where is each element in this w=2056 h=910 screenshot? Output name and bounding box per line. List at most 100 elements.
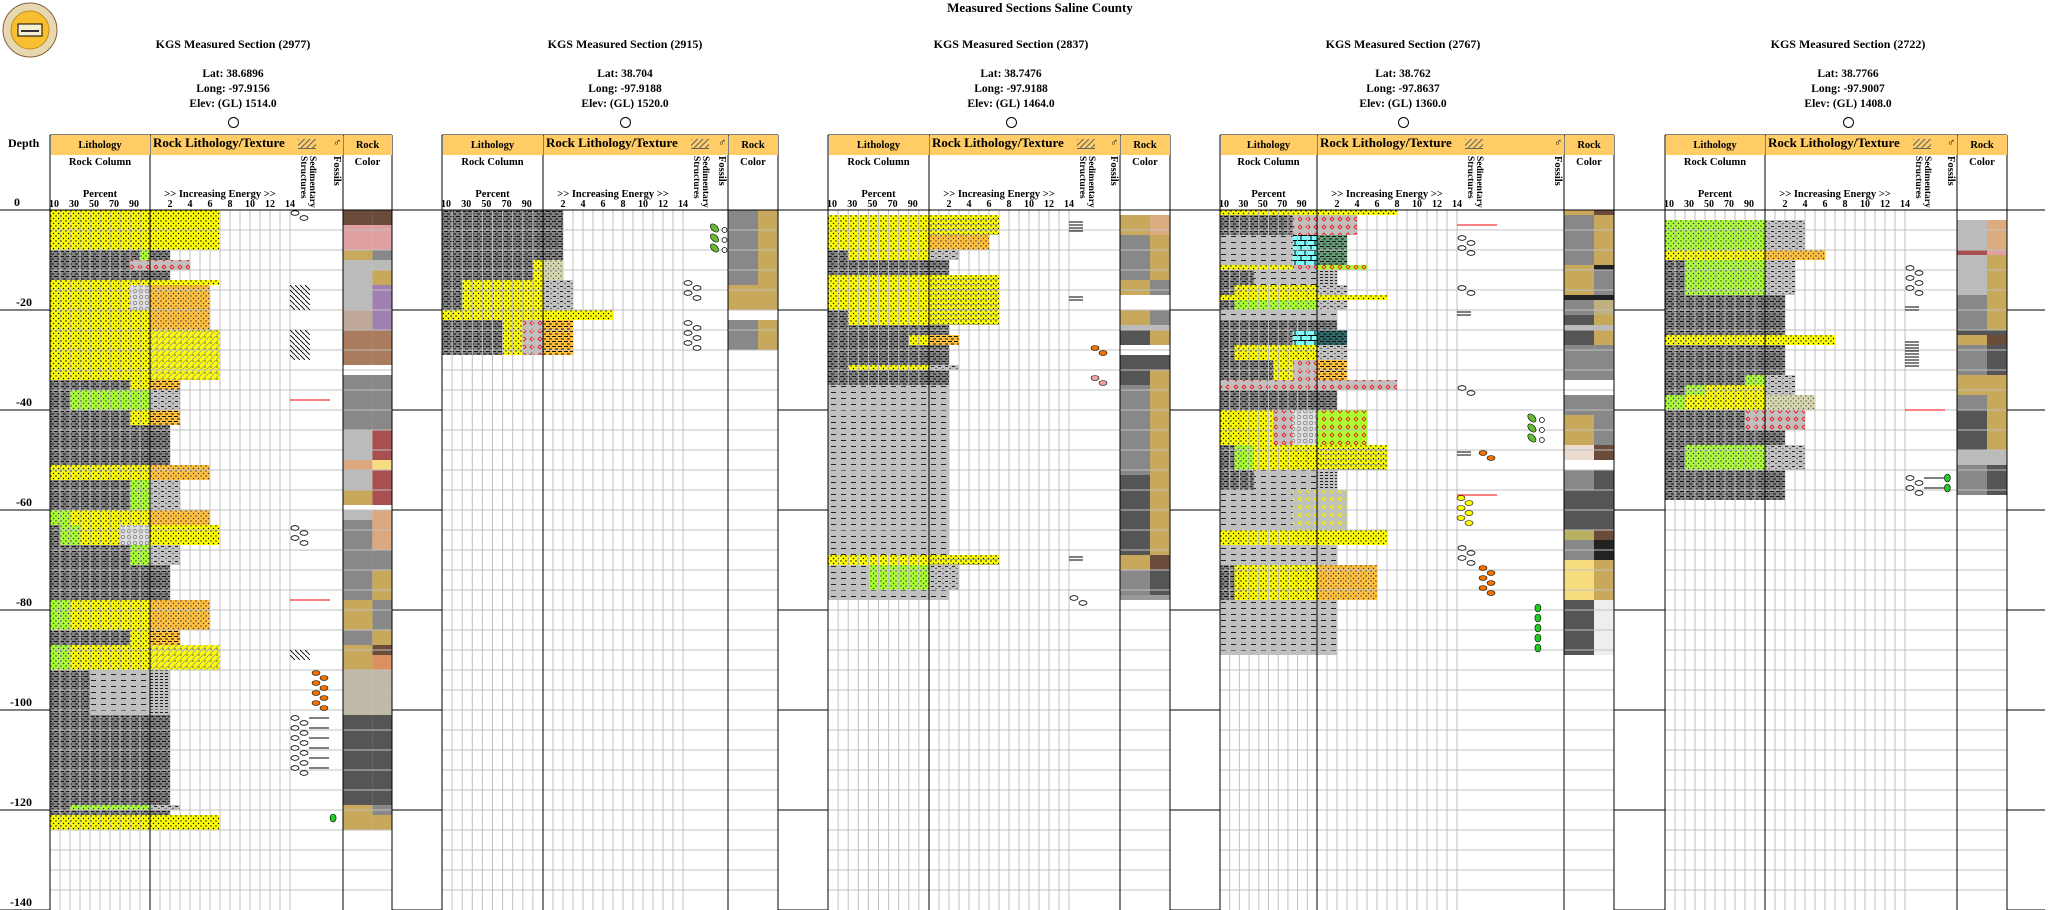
texture-bar-orange bbox=[929, 235, 989, 250]
lithology-bar-lime bbox=[1292, 330, 1317, 345]
sed-symbol-greenfossil-icon bbox=[329, 813, 337, 823]
texture-bar-silt bbox=[150, 390, 180, 410]
energy-tick-label: 4 bbox=[1802, 199, 1808, 210]
sed-symbol-lines-icon bbox=[1905, 341, 1919, 367]
rock-color-swatch bbox=[1150, 475, 1170, 555]
section-2 bbox=[827, 134, 1171, 910]
energy-label: >> Increasing Energy >> bbox=[1331, 189, 1443, 200]
sed-symbol-ovalline-icon bbox=[290, 715, 329, 726]
energy-tick-label: 2 bbox=[167, 199, 173, 210]
percent-tick-label: 50 bbox=[89, 199, 99, 210]
sed-symbol-greenfossil-icon bbox=[1534, 613, 1542, 623]
rock-color-swatch bbox=[1594, 345, 1614, 380]
rock-color-swatch bbox=[1564, 315, 1594, 325]
rock-color-swatch bbox=[1957, 375, 1987, 395]
rock-color-swatch bbox=[1987, 250, 2007, 255]
rock-color-swatch bbox=[372, 655, 392, 670]
lithology-bar-green bbox=[1234, 445, 1254, 470]
texture-header-label: Rock Lithology/Texture bbox=[546, 135, 678, 150]
energy-tick-label: 4 bbox=[966, 199, 972, 210]
texture-header bbox=[151, 135, 343, 155]
fossils-label: Fossils bbox=[716, 156, 727, 186]
sed-symbol-oval-icon bbox=[290, 525, 309, 536]
sed-symbol-oval-icon bbox=[683, 280, 702, 291]
lithology-header bbox=[829, 135, 929, 155]
rock-color-swatch bbox=[1120, 310, 1150, 325]
texture-bar-orangedash bbox=[929, 335, 959, 345]
fossil-icon: ♂ bbox=[333, 137, 342, 149]
color-label: Color bbox=[1132, 157, 1158, 168]
sedimentary-structures-label: Sedimentary Structures bbox=[298, 156, 317, 208]
rock-color-swatch bbox=[1594, 445, 1614, 460]
rock-color-swatch bbox=[343, 600, 373, 630]
energy-tick-label: 10 bbox=[1412, 199, 1422, 210]
section-latitude: Lat: 38.704 bbox=[597, 68, 653, 80]
sed-symbol-ovalline-icon bbox=[290, 725, 329, 736]
energy-tick-label: 12 bbox=[1044, 199, 1054, 210]
rock-column-label: Rock Column bbox=[847, 157, 910, 168]
texture-bar-cong bbox=[150, 260, 190, 270]
texture-header bbox=[930, 135, 1120, 155]
energy-label: >> Increasing Energy >> bbox=[164, 189, 276, 200]
texture-bar-yhatch bbox=[150, 330, 220, 380]
texture-bar-sand bbox=[1317, 210, 1397, 215]
section-longitude: Long: -97.8637 bbox=[1366, 83, 1440, 95]
sed-symbol-orange-icon bbox=[311, 690, 329, 701]
section-3 bbox=[1219, 134, 1615, 910]
sed-symbol-lines-icon bbox=[1457, 311, 1471, 316]
lithology-bar-cong bbox=[1292, 265, 1317, 270]
energy-tick-label: 10 bbox=[1860, 199, 1870, 210]
texture-header bbox=[1318, 135, 1564, 155]
sed-symbol-ovalline-icon bbox=[290, 765, 329, 776]
rock-color-swatch bbox=[1594, 395, 1614, 415]
rock-color-swatch bbox=[372, 715, 392, 805]
rock-color-swatch bbox=[1594, 560, 1614, 600]
energy-tick-label: 14 bbox=[1452, 199, 1462, 210]
rock-header bbox=[344, 135, 392, 155]
energy-tick-label: 14 bbox=[1064, 199, 1074, 210]
rock-color-swatch bbox=[1594, 600, 1614, 655]
rock-color-swatch bbox=[1594, 325, 1614, 330]
texture-bar-silt bbox=[929, 250, 959, 260]
sed-symbol-greenfossil-icon bbox=[1534, 623, 1542, 633]
lithology-bar-sand bbox=[1253, 445, 1317, 470]
rock-header bbox=[1565, 135, 1614, 155]
texture-bar-silt bbox=[929, 365, 959, 370]
ripple-marks-icon bbox=[1913, 139, 1931, 149]
texture-bar-cong bbox=[1317, 380, 1397, 390]
rock-color-swatch bbox=[1120, 215, 1150, 235]
sedimentary-structures-label: Sedimentary Structures bbox=[1465, 156, 1484, 208]
section-elevation: Elev: (GL) 1520.0 bbox=[581, 98, 669, 110]
rock-color-swatch bbox=[343, 330, 373, 365]
rock-color-swatch bbox=[372, 270, 392, 285]
rock-color-swatch bbox=[372, 600, 392, 630]
energy-tick-label: 10 bbox=[245, 199, 255, 210]
rock-color-swatch bbox=[1150, 330, 1170, 345]
rock-color-swatch bbox=[1120, 370, 1150, 385]
lithology-bar-green bbox=[1234, 300, 1317, 310]
texture-bar-silt bbox=[1765, 220, 1805, 250]
rock-color-swatch bbox=[1120, 570, 1150, 595]
section-0 bbox=[49, 134, 393, 910]
rock-color-swatch bbox=[372, 430, 392, 460]
section-title: KGS Measured Section (2767) bbox=[1325, 37, 1481, 51]
rock-color-swatch bbox=[372, 285, 392, 310]
percent-tick-label: 30 bbox=[461, 199, 472, 210]
section-latitude: Lat: 38.6896 bbox=[202, 68, 264, 80]
lithology-header-label: Lithology bbox=[1246, 140, 1291, 151]
rock-color-swatch bbox=[1564, 345, 1594, 380]
sed-symbol-oval-icon bbox=[683, 320, 702, 331]
texture-bar-greencong bbox=[1317, 410, 1367, 445]
percent-tick-label: 30 bbox=[1684, 199, 1694, 210]
rock-color-swatch bbox=[372, 630, 392, 645]
rock-color-swatch bbox=[372, 815, 392, 830]
rock-header-label: Rock bbox=[355, 140, 380, 151]
texture-bar-shale bbox=[929, 345, 949, 365]
rock-column-label: Rock Column bbox=[461, 157, 524, 168]
sed-symbol-leaf-icon bbox=[1527, 423, 1545, 433]
percent-tick-label: 30 bbox=[69, 199, 79, 210]
percent-tick-label: 10 bbox=[1219, 199, 1229, 210]
rock-color-swatch bbox=[1150, 325, 1170, 330]
sed-symbol-lines-icon bbox=[1069, 221, 1083, 232]
sedimentary-structures-label: Sedimentary Structures bbox=[691, 156, 710, 208]
